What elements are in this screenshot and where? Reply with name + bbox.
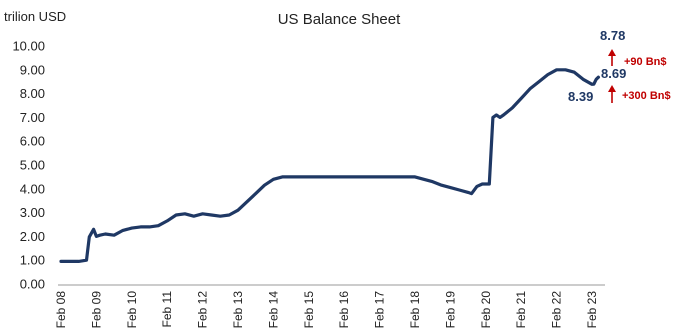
x-tick-label: Feb 11 [160,291,174,328]
x-tick-label: Feb 08 [54,291,68,329]
y-tick-label: 3.00 [20,205,45,220]
peak-value-label: 8.78 [600,28,625,43]
y-axis-label: trilion USD [4,9,66,24]
lower-arrow-icon [608,85,616,103]
x-tick-label: Feb 16 [337,291,351,329]
y-tick-label: 9.00 [20,62,45,77]
y-tick-label: 0.00 [20,277,45,292]
x-tick-label: Feb 10 [125,291,139,329]
x-tick-label: Feb 23 [585,291,599,329]
y-tick-label: 1.00 [20,253,45,268]
x-tick-label: Feb 09 [89,291,103,329]
lower-change-label: +300 Bn$ [622,90,671,102]
x-tick-label: Feb 21 [514,291,528,329]
x-tick-label: Feb 18 [408,291,422,329]
y-tick-label: 7.00 [20,110,45,125]
low-value-label: 8.39 [568,89,593,104]
upper-arrow-icon [608,49,616,66]
upper-change-label: +90 Bn$ [624,56,667,68]
annotations: 8.78 +90 Bn$ 8.69 8.39 +300 Bn$ [568,28,671,104]
x-tick-label: Feb 14 [266,291,280,329]
y-tick-label: 4.00 [20,181,45,196]
chart-title: US Balance Sheet [278,11,401,28]
y-tick-label: 10.00 [12,39,45,54]
y-tick-label: 8.00 [20,86,45,101]
x-tick-label: Feb 20 [479,291,493,329]
x-tick-label: Feb 17 [373,291,387,329]
y-tick-label: 2.00 [20,229,45,244]
x-tick-label: Feb 15 [302,291,316,329]
x-tick-label: Feb 22 [550,291,564,329]
current-value-label: 8.69 [601,66,626,81]
x-tick-label: Feb 12 [196,291,210,329]
series-line [59,68,600,263]
y-tick-labels: 0.00 1.00 2.00 3.00 4.00 5.00 6.00 7.00 8.00 9.00… [12,39,45,292]
x-tick-labels: Feb 08 Feb 09 Feb 10 Feb 11 Feb 12 Feb 13 Feb … [54,291,599,329]
y-tick-label: 6.00 [20,134,45,149]
x-tick-label: Feb 13 [231,291,245,329]
y-tick-label: 5.00 [20,158,45,173]
x-tick-label: Feb 19 [443,291,457,329]
